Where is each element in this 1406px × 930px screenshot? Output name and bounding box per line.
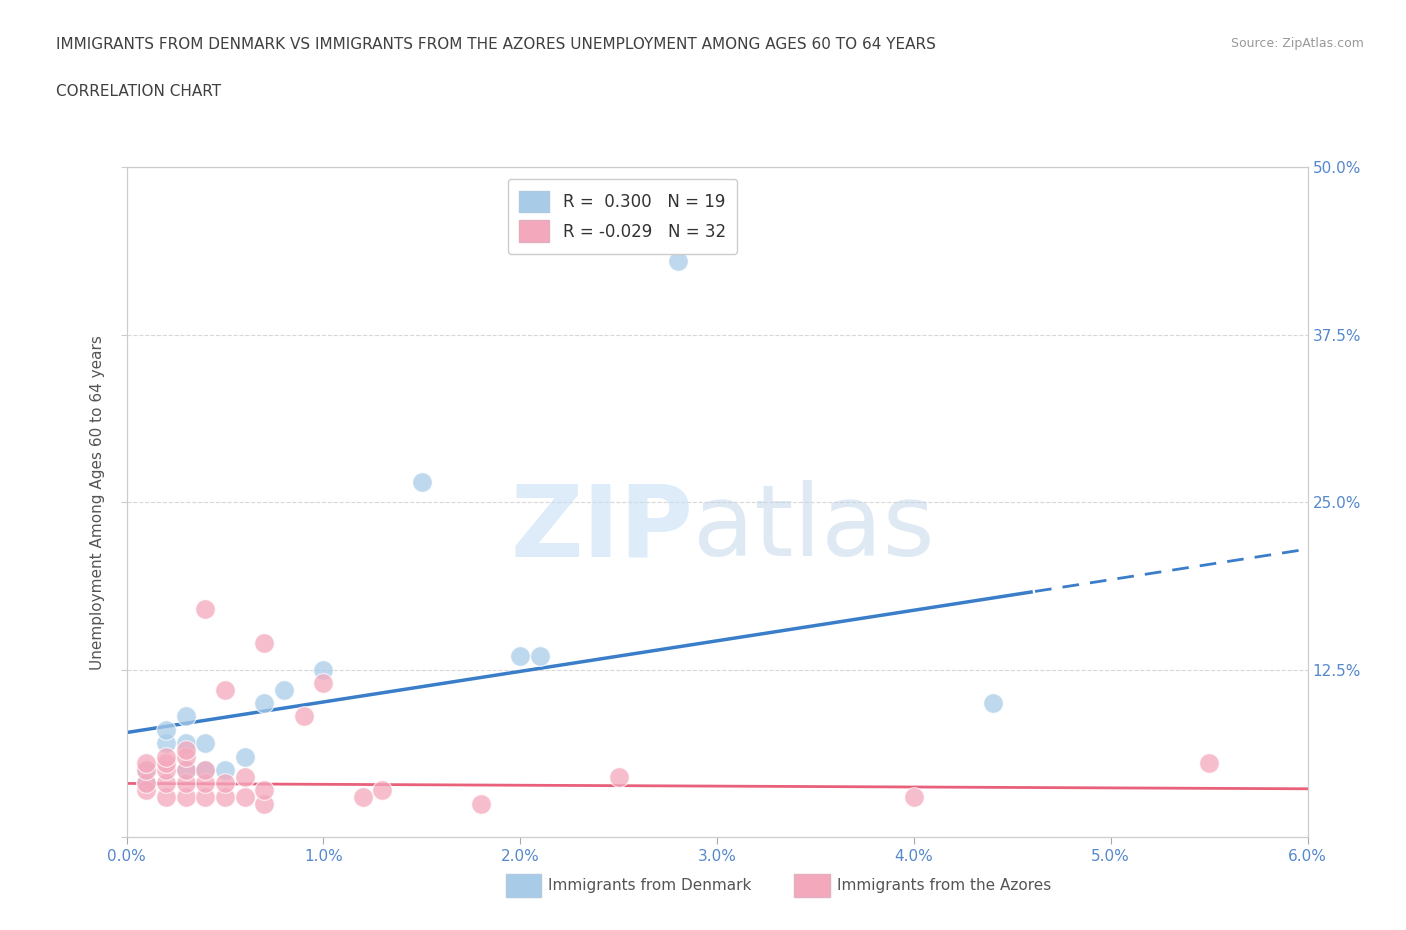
Point bbox=[253, 796, 276, 811]
Point bbox=[135, 783, 157, 798]
Point bbox=[194, 736, 217, 751]
Text: IMMIGRANTS FROM DENMARK VS IMMIGRANTS FROM THE AZORES UNEMPLOYMENT AMONG AGES 60: IMMIGRANTS FROM DENMARK VS IMMIGRANTS FR… bbox=[56, 37, 936, 52]
Point bbox=[174, 709, 197, 724]
Point bbox=[214, 790, 236, 804]
Point bbox=[312, 675, 335, 690]
Point bbox=[135, 756, 157, 771]
Point bbox=[253, 635, 276, 650]
Point bbox=[981, 696, 1004, 711]
Point bbox=[174, 763, 197, 777]
Point bbox=[174, 776, 197, 790]
Point bbox=[509, 649, 531, 664]
Point bbox=[214, 776, 236, 790]
Text: CORRELATION CHART: CORRELATION CHART bbox=[56, 84, 221, 99]
Point bbox=[194, 790, 217, 804]
Point bbox=[292, 709, 315, 724]
Point bbox=[135, 763, 157, 777]
Point bbox=[214, 683, 236, 698]
Point bbox=[371, 783, 394, 798]
Point bbox=[253, 696, 276, 711]
Point bbox=[253, 783, 276, 798]
Text: ZIP: ZIP bbox=[510, 481, 693, 578]
Point bbox=[155, 763, 177, 777]
Point bbox=[135, 776, 157, 790]
Point bbox=[194, 763, 217, 777]
Point bbox=[135, 776, 157, 790]
Point bbox=[194, 763, 217, 777]
Point bbox=[1198, 756, 1220, 771]
Text: Immigrants from Denmark: Immigrants from Denmark bbox=[548, 878, 752, 893]
Point bbox=[174, 790, 197, 804]
Point bbox=[233, 769, 256, 784]
Point bbox=[174, 750, 197, 764]
Point bbox=[411, 474, 433, 489]
Point bbox=[155, 723, 177, 737]
Point bbox=[155, 756, 177, 771]
Legend: R =  0.300   N = 19, R = -0.029   N = 32: R = 0.300 N = 19, R = -0.029 N = 32 bbox=[508, 179, 738, 254]
Point bbox=[194, 776, 217, 790]
Text: Immigrants from the Azores: Immigrants from the Azores bbox=[837, 878, 1050, 893]
Text: Source: ZipAtlas.com: Source: ZipAtlas.com bbox=[1230, 37, 1364, 50]
Point bbox=[155, 790, 177, 804]
Point bbox=[529, 649, 551, 664]
Point bbox=[174, 736, 197, 751]
Point bbox=[174, 742, 197, 757]
Point bbox=[155, 750, 177, 764]
Text: atlas: atlas bbox=[693, 481, 935, 578]
Y-axis label: Unemployment Among Ages 60 to 64 years: Unemployment Among Ages 60 to 64 years bbox=[90, 335, 105, 670]
Point bbox=[607, 769, 630, 784]
Point bbox=[194, 602, 217, 617]
Point bbox=[155, 776, 177, 790]
Point bbox=[312, 662, 335, 677]
Point bbox=[233, 750, 256, 764]
Point bbox=[470, 796, 492, 811]
Point bbox=[155, 736, 177, 751]
Point bbox=[352, 790, 374, 804]
Point bbox=[174, 763, 197, 777]
Point bbox=[135, 763, 157, 777]
Point bbox=[214, 763, 236, 777]
Point bbox=[273, 683, 295, 698]
Point bbox=[233, 790, 256, 804]
Point bbox=[903, 790, 925, 804]
Point bbox=[666, 254, 689, 269]
